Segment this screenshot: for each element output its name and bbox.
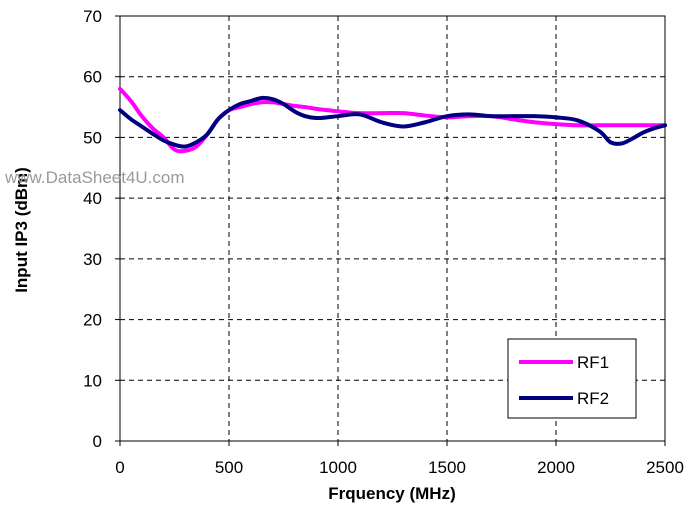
y-tick-label: 50 <box>83 128 102 147</box>
x-tick-label: 1000 <box>319 458 357 477</box>
series-layer <box>118 86 667 154</box>
y-tick-label: 20 <box>83 311 102 330</box>
legend-label-rf2: RF2 <box>577 389 609 408</box>
x-tick-label: 2500 <box>646 458 684 477</box>
series-line-rf2 <box>118 95 667 149</box>
y-axis-title: Input IP3 (dBm) <box>12 167 31 293</box>
series-line-rf1 <box>118 86 667 154</box>
legend-label-rf1: RF1 <box>577 353 609 372</box>
y-tick-label: 70 <box>83 7 102 26</box>
y-tick-label: 40 <box>83 189 102 208</box>
plot-frame <box>119 15 666 442</box>
x-tick-label: 500 <box>215 458 243 477</box>
y-tick-label: 60 <box>83 68 102 87</box>
x-tick-label: 2000 <box>537 458 575 477</box>
tick-layer: 0 500 1000 1500 2000 2500 0 10 20 30 40 50 60 70 <box>83 7 684 477</box>
legend-box <box>507 338 637 419</box>
legend: RF1 RF2 <box>507 338 637 419</box>
x-axis-title: Frquency (MHz) <box>328 484 456 503</box>
y-tick-label: 10 <box>83 371 102 390</box>
watermark-text: www.DataSheet4U.com <box>4 168 185 187</box>
x-tick-label: 0 <box>115 458 124 477</box>
x-tick-label: 1500 <box>428 458 466 477</box>
y-tick-label: 30 <box>83 250 102 269</box>
y-tick-label: 0 <box>93 432 102 451</box>
